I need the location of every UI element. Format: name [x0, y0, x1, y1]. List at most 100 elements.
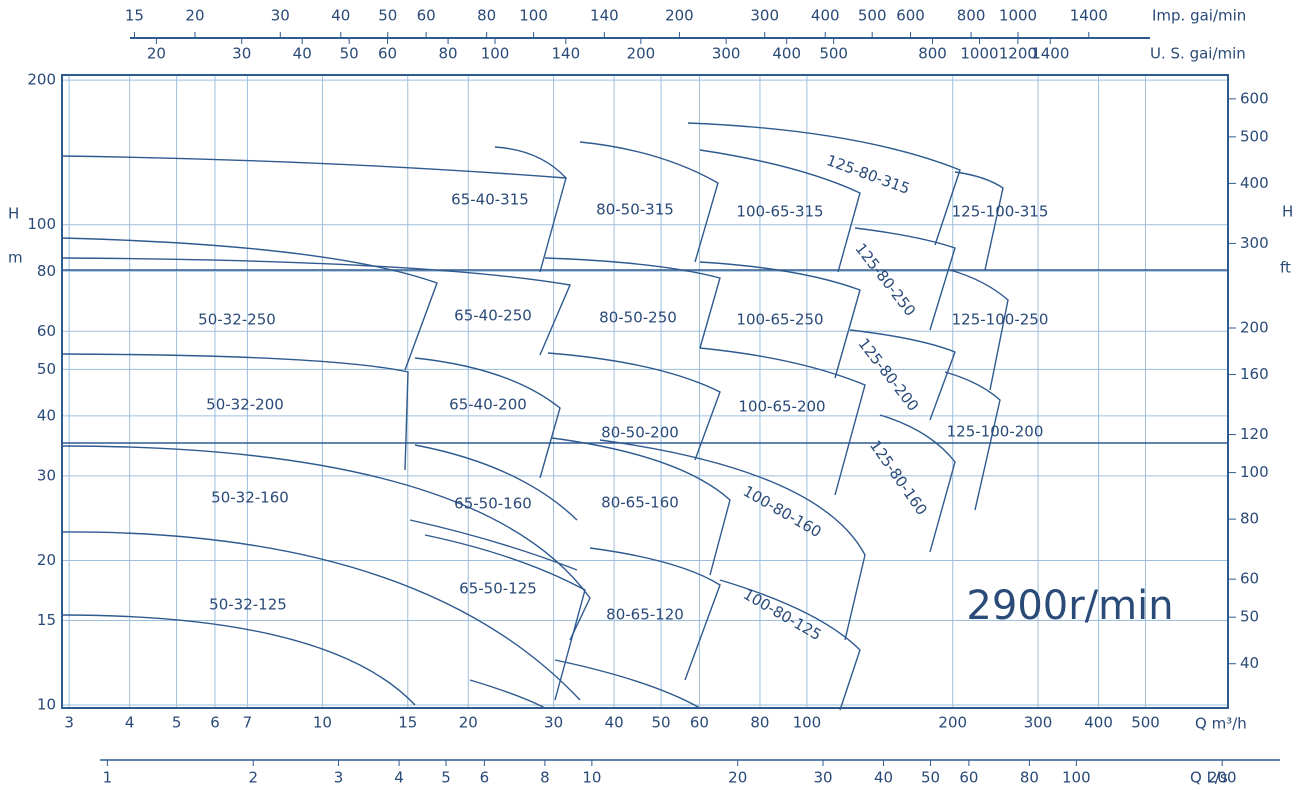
axis-tick-label: 50 — [340, 45, 359, 63]
axis-tick-label: 1400 — [1031, 45, 1069, 63]
x-tick-label: 200 — [938, 714, 967, 732]
y-tick-label: 200 — [27, 71, 56, 89]
y-axis-label: H — [8, 205, 19, 223]
axis-tick-label: 100 — [481, 45, 510, 63]
x-tick-label: 6 — [210, 714, 220, 732]
x-tick-label: 500 — [1131, 714, 1160, 732]
pump-curve — [849, 329, 956, 421]
model-label: 100-65-200 — [738, 398, 825, 416]
pump-curve — [409, 519, 578, 571]
pump-curve — [61, 257, 571, 356]
axis-tick-label: 40 — [874, 769, 893, 787]
y-tick-label: 80 — [37, 262, 56, 280]
x-tick-label: 50 — [652, 714, 671, 732]
pump-curve — [469, 679, 546, 709]
x-tick-label: 400 — [1084, 714, 1113, 732]
x-tick-label: 5 — [172, 714, 182, 732]
pump-curve — [61, 531, 581, 701]
pump-curve — [494, 146, 567, 179]
y2-tick-label: 600 — [1240, 89, 1269, 107]
axis-tick-label: 140 — [590, 7, 619, 25]
y2-tick-label: 50 — [1240, 608, 1259, 626]
model-label: 125-80-250 — [851, 240, 919, 320]
axis-tick-label: 200 — [665, 7, 694, 25]
imp-axis-label: Imp. gai/min — [1152, 7, 1246, 25]
y-tick-label: 100 — [27, 215, 56, 233]
y-tick-label: 40 — [37, 406, 56, 424]
axis-tick-label: 400 — [772, 45, 801, 63]
y-tick-label: 15 — [37, 611, 56, 629]
y2-tick-label: 200 — [1240, 318, 1269, 336]
ls-axis-label: Q L/s — [1190, 769, 1228, 787]
axis-tick-label: 300 — [750, 7, 779, 25]
axis-tick-label: 80 — [1020, 769, 1039, 787]
model-label: 50-32-250 — [198, 311, 276, 329]
model-label: 100-65-315 — [736, 203, 823, 221]
model-label: 125-100-315 — [952, 203, 1049, 221]
model-label: 125-80-315 — [824, 151, 912, 198]
axis-tick-label: 50 — [378, 7, 397, 25]
y2-axis-label: H — [1282, 203, 1293, 221]
model-label: 65-40-200 — [449, 396, 527, 414]
model-label: 80-65-160 — [601, 494, 679, 512]
model-label: 65-40-315 — [451, 191, 529, 209]
model-label: 50-32-160 — [211, 489, 289, 507]
axis-tick-label: 800 — [918, 45, 947, 63]
pump-curve — [414, 444, 578, 521]
axis-tick-label: 20 — [147, 45, 166, 63]
model-label: 100-80-125 — [740, 585, 825, 644]
pump-curve — [414, 357, 561, 479]
pump-curve — [954, 171, 1004, 271]
pump-curve — [699, 149, 861, 273]
y2-tick-label: 500 — [1240, 127, 1269, 145]
axis-tick-label: 1 — [103, 769, 113, 787]
axis-tick-label: 40 — [293, 45, 312, 63]
y2-tick-label: 80 — [1240, 510, 1259, 528]
x-tick-label: 10 — [313, 714, 332, 732]
model-label: 80-50-250 — [599, 309, 677, 327]
axis-tick-label: 140 — [551, 45, 580, 63]
pump-curve — [554, 659, 701, 709]
x-tick-label: 40 — [605, 714, 624, 732]
axis-tick-label: 30 — [232, 45, 251, 63]
axis-tick-label: 8 — [540, 769, 550, 787]
pump-curve — [687, 122, 961, 246]
pump-curve — [424, 534, 586, 701]
axis-tick-label: 4 — [394, 769, 404, 787]
pump-curve — [879, 414, 956, 553]
pump-curve — [61, 155, 567, 273]
model-label: 100-65-250 — [736, 311, 823, 329]
model-label: 80-50-200 — [601, 424, 679, 442]
model-label: 50-32-200 — [206, 396, 284, 414]
axis-tick-label: 15 — [125, 7, 144, 25]
x-tick-label: 60 — [690, 714, 709, 732]
model-label: 125-100-250 — [952, 311, 1049, 329]
x-tick-label: 20 — [459, 714, 478, 732]
y2-axis-unit: ft — [1280, 259, 1291, 277]
pump-curve — [547, 352, 721, 461]
pump-curve — [61, 614, 416, 706]
y-tick-label: 10 — [37, 696, 56, 714]
model-label: 50-32-125 — [209, 596, 287, 614]
axis-tick-label: 500 — [858, 7, 887, 25]
y2-tick-label: 300 — [1240, 234, 1269, 252]
axis-tick-label: 80 — [477, 7, 496, 25]
pump-curve — [61, 237, 438, 371]
y-tick-label: 20 — [37, 551, 56, 569]
axis-tick-label: 100 — [519, 7, 548, 25]
axis-tick-label: 6 — [480, 769, 490, 787]
x-tick-label: 100 — [793, 714, 822, 732]
axis-tick-label: 80 — [439, 45, 458, 63]
x-tick-label: 30 — [544, 714, 563, 732]
y-tick-label: 60 — [37, 322, 56, 340]
axis-tick-label: 200 — [1208, 769, 1237, 787]
axis-tick-label: 40 — [331, 7, 350, 25]
axis-tick-label: 60 — [417, 7, 436, 25]
axis-tick-label: 20 — [728, 769, 747, 787]
axis-tick-label: 1000 — [999, 7, 1037, 25]
y2-tick-label: 100 — [1240, 463, 1269, 481]
pump-curve — [699, 347, 866, 496]
x-tick-label: 3 — [64, 714, 74, 732]
axis-tick-label: 2 — [248, 769, 258, 787]
